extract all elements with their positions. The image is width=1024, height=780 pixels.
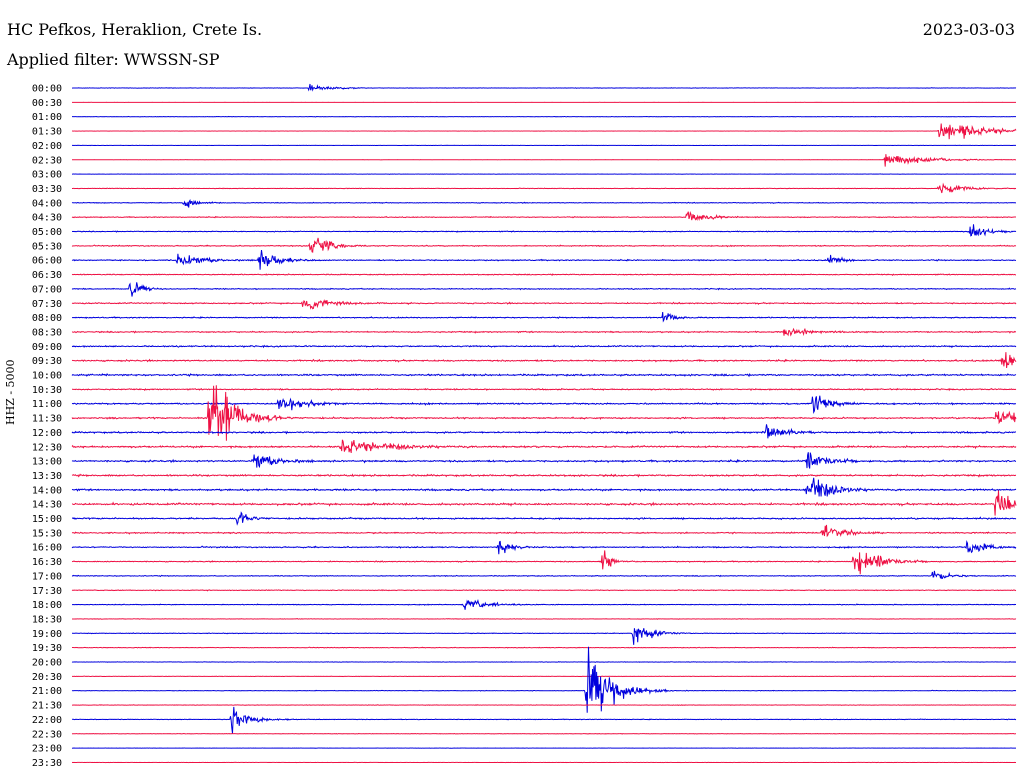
station-title: HC Pefkos, Heraklion, Crete Is.: [7, 20, 263, 39]
row-time-label: 17:00: [32, 571, 62, 582]
row-time-label: 22:00: [32, 715, 62, 726]
row-time-label: 05:30: [32, 241, 62, 252]
row-time-label: 08:00: [32, 313, 62, 324]
trace-line: [71, 540, 1017, 555]
trace-line: [71, 550, 1017, 575]
trace-line: [71, 646, 1017, 649]
trace-line: [71, 395, 1017, 414]
row-time-label: 18:00: [32, 600, 62, 611]
row-time-label: 11:00: [32, 399, 62, 410]
row-time-label: 01:30: [32, 127, 62, 138]
row-time-label: 13:00: [32, 457, 62, 468]
trace-line: [71, 344, 1017, 349]
row-time-label: 15:30: [32, 528, 62, 539]
row-time-label: 07:00: [32, 284, 62, 295]
trace-line: [71, 154, 1017, 167]
trace-line: [71, 385, 1017, 441]
row-time-label: 14:30: [32, 500, 62, 511]
trace-line: [72, 704, 1017, 706]
row-time-label: 17:30: [32, 586, 62, 597]
row-time-label: 23:30: [32, 758, 62, 769]
row-time-label: 10:30: [32, 385, 62, 396]
row-time-label: 16:00: [32, 543, 62, 554]
row-time-label: 22:30: [32, 729, 62, 740]
trace-line: [71, 599, 1017, 610]
trace-line: [71, 675, 1017, 678]
row-time-label: 09:00: [32, 342, 62, 353]
trace-line: [71, 706, 1017, 734]
row-time-label: 09:30: [32, 356, 62, 367]
row-time-label: 15:00: [32, 514, 62, 525]
row-time-label: 06:30: [32, 270, 62, 281]
row-time-label: 20:00: [32, 658, 62, 669]
row-time-label: 06:00: [32, 256, 62, 267]
trace-line: [71, 452, 1017, 469]
trace-line: [71, 224, 1017, 237]
trace-line: [71, 477, 1017, 497]
row-time-label: 19:00: [32, 629, 62, 640]
row-time-label: 23:00: [32, 744, 62, 755]
trace-line: [71, 618, 1017, 620]
trace-line: [71, 282, 1017, 297]
row-time-label: 20:30: [32, 672, 62, 683]
row-time-label: 03:30: [32, 184, 62, 195]
row-time-label: 02:30: [32, 155, 62, 166]
row-time-label: 12:30: [32, 442, 62, 453]
trace-line: [71, 473, 1017, 478]
trace-line: [71, 570, 1017, 580]
trace-line: [71, 424, 1017, 439]
row-time-label: 11:30: [32, 414, 62, 425]
trace-line: [71, 198, 1017, 208]
trace-line: [71, 732, 1017, 735]
trace-line: [71, 83, 1017, 92]
trace-line: [71, 387, 1017, 392]
row-time-label: 02:00: [32, 141, 62, 152]
row-time-label: 04:00: [32, 198, 62, 209]
trace-line: [71, 646, 1017, 713]
row-time-label: 10:00: [32, 371, 62, 382]
row-time-label: 01:00: [32, 112, 62, 123]
row-time-label: 08:30: [32, 327, 62, 338]
trace-line: [71, 210, 1017, 222]
row-time-label: 07:30: [32, 299, 62, 310]
trace-line: [71, 524, 1017, 538]
row-time-label: 04:30: [32, 213, 62, 224]
trace-line: [71, 311, 1017, 323]
trace-line: [71, 490, 1017, 516]
trace-line: [71, 661, 1017, 663]
trace-line: [71, 589, 1017, 592]
row-time-label: 00:30: [32, 98, 62, 109]
trace-line: [71, 123, 1017, 140]
date-label: 2023-03-03: [922, 20, 1015, 39]
row-time-label: 14:00: [32, 485, 62, 496]
trace-line: [71, 327, 1017, 337]
row-time-label: 21:30: [32, 701, 62, 712]
row-time-label: 18:30: [32, 614, 62, 625]
trace-line: [71, 439, 1017, 454]
row-time-label: 12:00: [32, 428, 62, 439]
row-time-label: 00:00: [32, 84, 62, 95]
row-time-label: 19:30: [32, 643, 62, 654]
trace-line: [71, 372, 1017, 378]
trace-line: [71, 237, 1017, 253]
row-time-label: 03:00: [32, 170, 62, 181]
trace-line: [71, 511, 1017, 526]
row-time-label: 16:30: [32, 557, 62, 568]
trace-line: [71, 299, 1017, 310]
trace-line: [71, 273, 1017, 277]
row-time-label: 13:30: [32, 471, 62, 482]
trace-line: [71, 250, 1017, 270]
trace-line: [71, 352, 1017, 369]
row-time-label: 05:00: [32, 227, 62, 238]
row-time-label: 21:00: [32, 686, 62, 697]
trace-line: [71, 628, 1017, 645]
trace-line: [71, 182, 1017, 194]
filter-label: Applied filter: WWSSN-SP: [7, 50, 220, 69]
